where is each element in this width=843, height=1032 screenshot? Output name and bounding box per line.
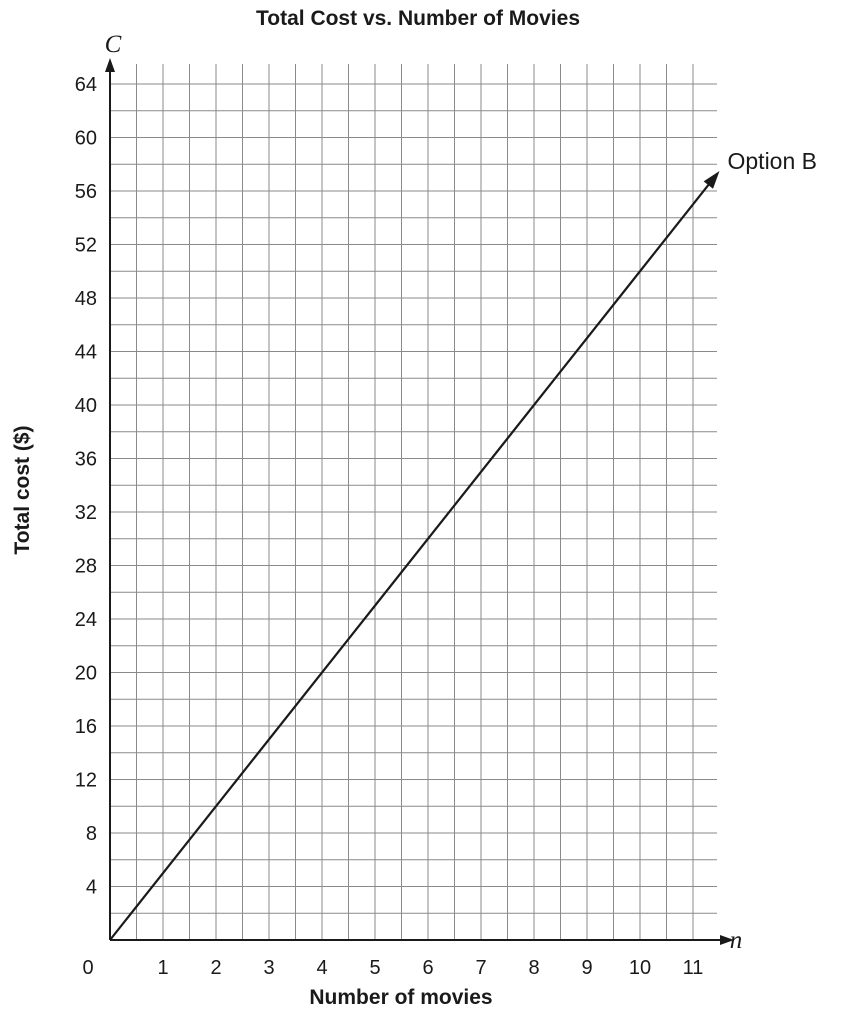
y-tick-label: 16 [75,716,97,738]
x-tick-label: 11 [683,957,704,979]
x-tick-label: 6 [422,957,433,979]
y-tick-label: 48 [75,288,97,310]
x-tick-label: 5 [369,957,380,979]
series-arrowhead [703,170,720,189]
y-tick-label: 8 [86,823,97,845]
tick-labels: 0 1 2 3 4 5 6 7 8 9 10 1148121620242832364044485256… [75,74,704,979]
y-tick-label: 56 [75,181,97,203]
y-tick-label: 4 [86,877,97,899]
x-axis-arrowhead [720,935,734,945]
y-tick-label: 40 [75,395,97,417]
grid [110,64,717,940]
y-axis-arrowhead [105,58,115,72]
x-tick-label: 0 [82,957,93,979]
x-axis-title: Number of movies [309,986,492,1009]
y-tick-label: 32 [75,502,97,524]
y-tick-label: 28 [75,556,97,578]
y-axis-title: Total cost ($) [11,425,34,554]
chart-title: Total Cost vs. Number of Movies [256,7,580,30]
y-tick-label: 44 [75,342,97,364]
y-tick-label: 52 [75,235,97,257]
x-tick-label: 2 [210,957,221,979]
series: Option B [109,148,818,941]
y-axis-variable: C [105,31,122,58]
y-tick-label: 64 [75,74,97,96]
axes [105,58,734,945]
x-tick-label: 9 [581,957,592,979]
y-tick-label: 12 [75,770,97,792]
x-tick-label: 8 [528,957,539,979]
y-tick-label: 36 [75,449,97,471]
series-label-option-b: Option B [728,148,818,174]
x-tick-label: 10 [629,957,651,979]
x-tick-label: 7 [475,957,486,979]
y-tick-label: 24 [75,609,97,631]
series-line [109,176,716,941]
y-tick-label: 60 [75,128,97,150]
x-axis-variable: n [730,927,743,954]
x-tick-label: 4 [316,957,327,979]
y-tick-label: 20 [75,663,97,685]
x-tick-label: 1 [157,957,168,979]
x-tick-label: 3 [263,957,274,979]
